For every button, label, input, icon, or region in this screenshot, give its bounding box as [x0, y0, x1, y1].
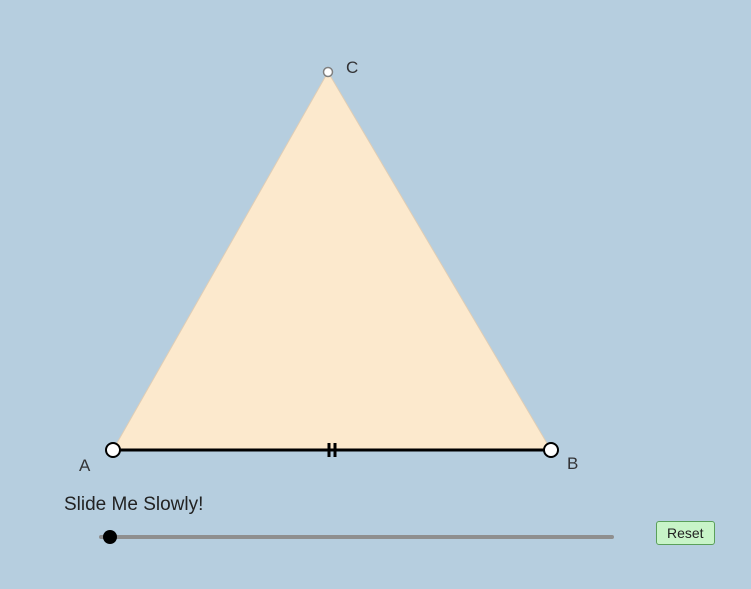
animation-slider[interactable] — [99, 530, 614, 544]
instruction-text: Slide Me Slowly! — [64, 494, 203, 516]
geometry-canvas: A B C Slide Me Slowly! Reset — [0, 0, 751, 589]
slider-knob[interactable] — [103, 530, 117, 544]
slider-track[interactable] — [99, 535, 614, 539]
vertex-label-c: C — [346, 58, 358, 78]
reset-button[interactable]: Reset — [656, 521, 715, 545]
vertex-label-b: B — [567, 454, 578, 474]
vertex-label-a: A — [79, 456, 90, 476]
